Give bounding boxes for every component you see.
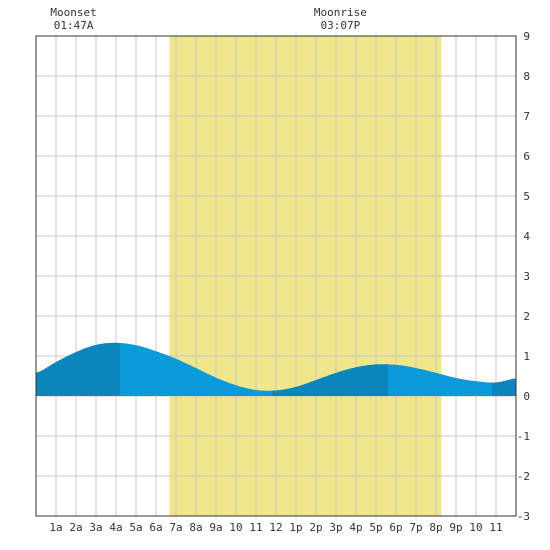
y-tick-label: 8: [523, 70, 530, 83]
x-tick-label: 10: [229, 521, 242, 534]
x-tick-label: 9a: [209, 521, 222, 534]
x-tick-label: 3p: [329, 521, 342, 534]
x-tick-label: 5p: [369, 521, 382, 534]
grid-layer: [36, 36, 516, 516]
plot-frame: [35, 35, 517, 517]
x-tick-label: 3a: [89, 521, 102, 534]
moon-event-title: Moonrise: [314, 6, 367, 19]
moon-event-time: 01:47A: [54, 19, 94, 32]
tide-segment-rising: [36, 342, 120, 396]
x-tick-label: 10: [469, 521, 482, 534]
x-tick-label: 8p: [429, 521, 442, 534]
y-tick-label: -1: [517, 430, 530, 443]
x-tick-label: 6a: [149, 521, 162, 534]
x-tick-label: 4a: [109, 521, 122, 534]
y-tick-label: -3: [517, 510, 530, 523]
moon-event-title: Moonset: [50, 6, 96, 19]
y-tick-label: 6: [523, 150, 530, 163]
x-tick-label: 7a: [169, 521, 182, 534]
y-tick-label: 3: [523, 270, 530, 283]
y-tick-label: 9: [523, 30, 530, 43]
y-tick-label: 7: [523, 110, 530, 123]
x-tick-label: 12: [269, 521, 282, 534]
y-tick-label: 4: [523, 230, 530, 243]
tide-segment-falling: [388, 364, 492, 396]
x-tick-label: 1p: [289, 521, 302, 534]
y-tick-label: 2: [523, 310, 530, 323]
tide-segment-falling: [120, 342, 272, 396]
moon-event-time: 03:07P: [321, 19, 361, 32]
x-tick-label: 4p: [349, 521, 362, 534]
y-tick-label: 1: [523, 350, 530, 363]
x-tick-label: 1a: [49, 521, 62, 534]
tide-segment-rising: [272, 364, 388, 396]
x-tick-label: 2p: [309, 521, 322, 534]
x-tick-label: 2a: [69, 521, 82, 534]
y-tick-label: 5: [523, 190, 530, 203]
y-tick-label: 0: [523, 390, 530, 403]
x-tick-label: 7p: [409, 521, 422, 534]
y-tick-label: -2: [517, 470, 530, 483]
x-tick-label: 5a: [129, 521, 142, 534]
tide-segment-rising: [492, 378, 516, 396]
x-tick-label: 8a: [189, 521, 202, 534]
tide-area-layer: [36, 342, 516, 396]
x-tick-label: 11: [489, 521, 502, 534]
x-tick-label: 6p: [389, 521, 402, 534]
x-tick-label: 9p: [449, 521, 462, 534]
x-tick-label: 11: [249, 521, 262, 534]
